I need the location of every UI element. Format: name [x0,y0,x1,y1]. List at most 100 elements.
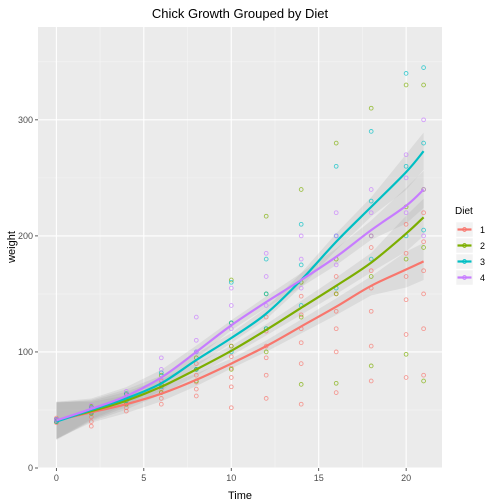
data-point-diet-1 [368,268,374,274]
data-point-diet-2 [333,380,339,386]
data-point-diet-1 [263,355,269,361]
data-point-diet-1 [263,372,269,378]
data-point-diet-1 [228,384,234,390]
minor-gridlines [38,27,442,468]
data-point-diet-4 [228,303,234,308]
legend-items: 1 2 3 4 [455,221,485,286]
data-point-diet-1 [403,332,409,337]
data-point-diet-4 [298,285,304,291]
data-point-diet-1 [158,401,164,407]
data-point-diet-2 [421,378,426,384]
data-point-diet-4 [298,256,304,262]
y-axis-title: weight [6,231,18,264]
legend-label: 1 [480,225,485,235]
data-point-diet-2 [298,314,304,320]
data-point-diet-2 [298,382,304,387]
data-point-diet-4 [333,233,339,239]
data-point-diet-1 [403,297,409,303]
data-point-diet-4 [368,233,374,239]
data-point-diet-1 [333,274,339,279]
data-point-diet-2 [421,82,426,88]
data-point-diet-3 [263,291,269,297]
data-point-diet-1 [403,375,409,380]
legend-point-swatch [462,227,467,232]
y-tick-label: 100 [18,347,33,357]
y-axis-ticks: 0 100 200 300 [18,115,38,473]
data-point-diet-2 [263,213,269,219]
legend-title: Diet [455,206,473,217]
data-point-diet-2 [368,274,374,279]
y-tick-label: 0 [28,463,33,473]
data-point-diet-4 [228,285,234,291]
data-point-diet-3 [298,262,304,268]
data-point-diet-1 [421,239,426,245]
data-point-diet-1 [88,419,94,424]
trend-lines [56,150,425,423]
data-point-diet-1 [193,372,199,378]
legend-item-diet-3: 3 [455,253,485,270]
data-point-diet-3 [368,129,374,134]
legend: Diet 1 2 3 4 [455,206,485,286]
legend-item-diet-1: 1 [455,221,485,238]
data-point-diet-4 [193,349,199,355]
data-point-diet-4 [421,233,426,239]
legend-item-diet-4: 4 [455,269,485,286]
data-point-diet-2 [403,256,409,262]
data-point-diet-2 [263,349,269,355]
x-axis-ticks: 0 5 10 15 20 [54,468,411,483]
data-point-diet-4 [158,367,164,372]
data-point-diet-1 [368,245,374,250]
data-point-diet-3 [421,140,426,146]
data-point-diet-1 [193,361,199,366]
data-point-diet-1 [298,312,304,318]
legend-point-swatch [462,275,467,280]
data-point-diet-3 [333,163,339,169]
legend-label: 2 [480,241,485,251]
data-point-diet-4 [403,210,409,216]
plot-panel [38,27,442,468]
data-point-diet-2 [228,343,234,349]
x-tick-label: 0 [54,473,59,483]
x-tick-label: 5 [141,473,146,483]
data-point-diet-4 [263,250,269,256]
data-point-diet-4 [263,274,269,279]
trend-line-diet-4 [56,188,425,422]
data-point-diet-4 [368,210,374,216]
data-point-diet-1 [421,326,426,332]
data-point-diet-1 [333,390,339,395]
data-point-diet-2 [228,367,234,372]
data-point-diet-1 [228,354,234,359]
data-point-diet-4 [421,117,426,123]
data-point-diet-4 [88,402,94,408]
data-point-diet-4 [193,337,199,343]
data-point-diet-2 [421,245,426,250]
trend-line-diet-2 [56,216,425,422]
data-point-diet-3 [228,279,234,285]
data-point-diet-3 [421,227,426,233]
data-point-diet-2 [403,82,409,88]
data-point-diet-3 [421,65,426,70]
data-point-diet-3 [368,256,374,262]
data-point-diet-1 [368,343,374,349]
data-point-diet-1 [298,401,304,407]
data-point-diet-3 [298,221,304,227]
data-point-diet-4 [333,262,339,268]
data-point-diet-1 [421,268,426,274]
data-point-diet-4 [228,326,234,332]
legend-point-swatch [462,259,467,264]
data-point-diet-4 [298,233,304,239]
data-point-diet-1 [368,378,374,384]
data-point-diet-1 [421,372,426,378]
data-point-diet-3 [403,163,409,169]
data-point-diet-1 [193,386,199,392]
data-point-diet-1 [368,308,374,314]
x-tick-label: 10 [226,473,236,483]
data-point-diet-1 [421,210,426,216]
data-point-diet-4 [333,210,339,216]
data-point-diet-1 [298,340,304,346]
legend-point-swatch [462,243,467,248]
data-point-diet-4 [123,389,129,394]
data-point-diet-1 [158,396,164,401]
